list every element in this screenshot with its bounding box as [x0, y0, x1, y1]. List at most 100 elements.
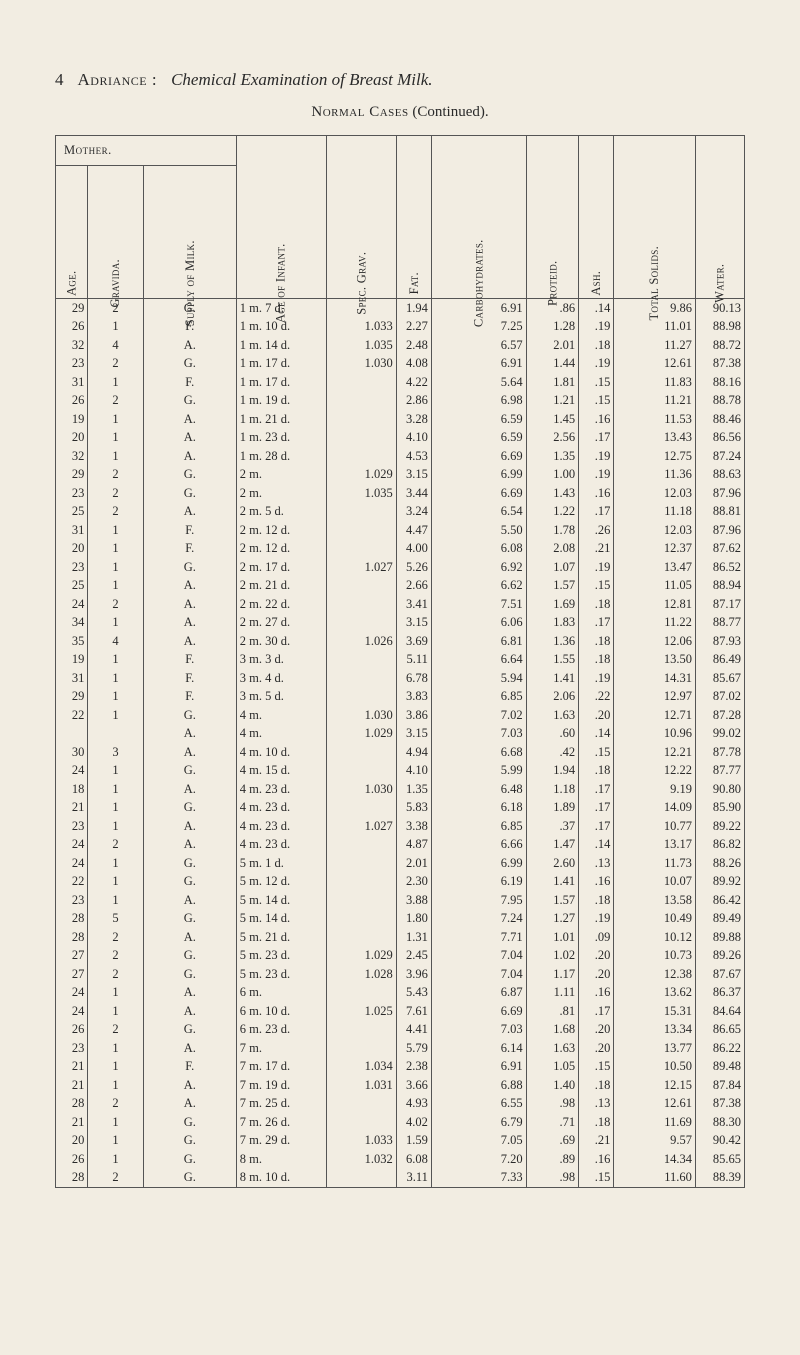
table-row: 282G.8 m. 10 d.3.117.33.98.1511.6088.39 [56, 1168, 745, 1187]
table-cell [326, 521, 396, 540]
table-cell: 87.67 [695, 965, 744, 984]
table-cell: 1.029 [326, 465, 396, 484]
table-cell: G. [143, 1131, 236, 1150]
table-cell: A. [143, 336, 236, 355]
table-cell: 6.66 [431, 835, 526, 854]
table-cell: 10.49 [614, 909, 696, 928]
table-cell: 6.14 [431, 1039, 526, 1058]
table-cell: 1.94 [396, 298, 431, 317]
table-cell: 1.78 [526, 521, 578, 540]
table-row: 282A.5 m. 21 d.1.317.711.01.0910.1289.88 [56, 928, 745, 947]
table-cell: 4 m. 23 d. [236, 817, 326, 836]
table-cell: A. [143, 428, 236, 447]
section-subhead: Normal Cases (Continued). [55, 104, 745, 121]
table-cell: .19 [579, 465, 614, 484]
table-cell: A. [143, 576, 236, 595]
table-cell: 6.08 [396, 1150, 431, 1169]
table-cell: 1 [88, 650, 143, 669]
table-cell: 6.81 [431, 632, 526, 651]
table-cell: .19 [579, 909, 614, 928]
table-cell: 12.61 [614, 1094, 696, 1113]
table-cell: 3.44 [396, 484, 431, 503]
table-cell: 3.86 [396, 706, 431, 725]
table-cell: 1 [88, 558, 143, 577]
table-cell: 7.51 [431, 595, 526, 614]
table-cell: 32 [56, 336, 88, 355]
table-cell: 24 [56, 983, 88, 1002]
table-cell: .15 [579, 391, 614, 410]
table-cell: 1.030 [326, 780, 396, 799]
table-cell: .18 [579, 595, 614, 614]
table-cell: A. [143, 724, 236, 743]
table-row: 272G.5 m. 23 d.1.0292.457.041.02.2010.73… [56, 946, 745, 965]
page-number: 4 [55, 70, 64, 90]
table-cell: .16 [579, 983, 614, 1002]
table-cell: 87.84 [695, 1076, 744, 1095]
col-header-age: Age. [56, 165, 88, 298]
table-cell: 2 m. 30 d. [236, 632, 326, 651]
table-cell: 1 m. 17 d. [236, 354, 326, 373]
table-cell: .15 [579, 373, 614, 392]
table-cell: .81 [526, 1002, 578, 1021]
running-head-author: Adriance : [78, 70, 158, 90]
table-cell: 2.56 [526, 428, 578, 447]
table-cell: F. [143, 669, 236, 688]
table-cell: 13.17 [614, 835, 696, 854]
table-cell: 88.30 [695, 1113, 744, 1132]
table-cell: .15 [579, 1168, 614, 1187]
table-cell: 1 m. 19 d. [236, 391, 326, 410]
table-cell: 1 [88, 576, 143, 595]
table-cell: 7.03 [431, 1020, 526, 1039]
subhead-suffix: (Continued). [412, 104, 488, 120]
table-cell: 1.89 [526, 798, 578, 817]
table-cell: 1 [88, 1150, 143, 1169]
table-cell: 12.97 [614, 687, 696, 706]
table-cell: 9.57 [614, 1131, 696, 1150]
table-cell: 89.26 [695, 946, 744, 965]
table-cell: 2 [88, 1094, 143, 1113]
table-cell: 6.85 [431, 687, 526, 706]
table-cell: 1 m. 23 d. [236, 428, 326, 447]
table-cell: 88.77 [695, 613, 744, 632]
table-cell: 1.35 [396, 780, 431, 799]
table-cell: 87.96 [695, 521, 744, 540]
table-cell: 5 m. 1 d. [236, 854, 326, 873]
table-cell [326, 835, 396, 854]
table-cell: 2 m. [236, 465, 326, 484]
table-row: 321A.1 m. 28 d.4.536.691.35.1912.7587.24 [56, 447, 745, 466]
table-row: 241A.6 m. 10 d.1.0257.616.69.81.1715.318… [56, 1002, 745, 1021]
table-row: 311F.3 m. 4 d.6.785.941.41.1914.3185.67 [56, 669, 745, 688]
col-header-gravida: Gravida. [88, 165, 143, 298]
table-cell: 2 m. 12 d. [236, 521, 326, 540]
table-cell: .18 [579, 1076, 614, 1095]
table-cell: 1 [88, 1113, 143, 1132]
table-cell: 89.88 [695, 928, 744, 947]
table-cell: 6.85 [431, 817, 526, 836]
table-cell: 1.00 [526, 465, 578, 484]
table-row: 201F.2 m. 12 d.4.006.082.08.2112.3787.62 [56, 539, 745, 558]
table-cell: 7 m. 26 d. [236, 1113, 326, 1132]
table-cell: 2 [88, 928, 143, 947]
table-cell: 85.67 [695, 669, 744, 688]
table-cell: 31 [56, 373, 88, 392]
table-cell: 2.66 [396, 576, 431, 595]
table-row: 262G.1 m. 19 d.2.866.981.21.1511.2188.78 [56, 391, 745, 410]
table-cell: 12.22 [614, 761, 696, 780]
table-cell: 12.75 [614, 447, 696, 466]
table-row: 211G.4 m. 23 d.5.836.181.89.1714.0985.90 [56, 798, 745, 817]
table-cell: 2.08 [526, 539, 578, 558]
table-cell: 86.22 [695, 1039, 744, 1058]
table-cell: 12.21 [614, 743, 696, 762]
table-cell: 1.57 [526, 576, 578, 595]
table-cell: 6.98 [431, 391, 526, 410]
table-cell [326, 1168, 396, 1187]
table-cell: .13 [579, 854, 614, 873]
table-row: 252A.2 m. 5 d.3.246.541.22.1711.1888.81 [56, 502, 745, 521]
table-row: 242A.2 m. 22 d.3.417.511.69.1812.8187.17 [56, 595, 745, 614]
table-cell: 1 [88, 1131, 143, 1150]
table-cell: 1.18 [526, 780, 578, 799]
table-row: 292G.1 m. 7 d.1.946.91.86.149.8690.13 [56, 298, 745, 317]
table-row: A.4 m.1.0293.157.03.60.1410.9699.02 [56, 724, 745, 743]
table-cell: 4.53 [396, 447, 431, 466]
table-cell: 1.94 [526, 761, 578, 780]
